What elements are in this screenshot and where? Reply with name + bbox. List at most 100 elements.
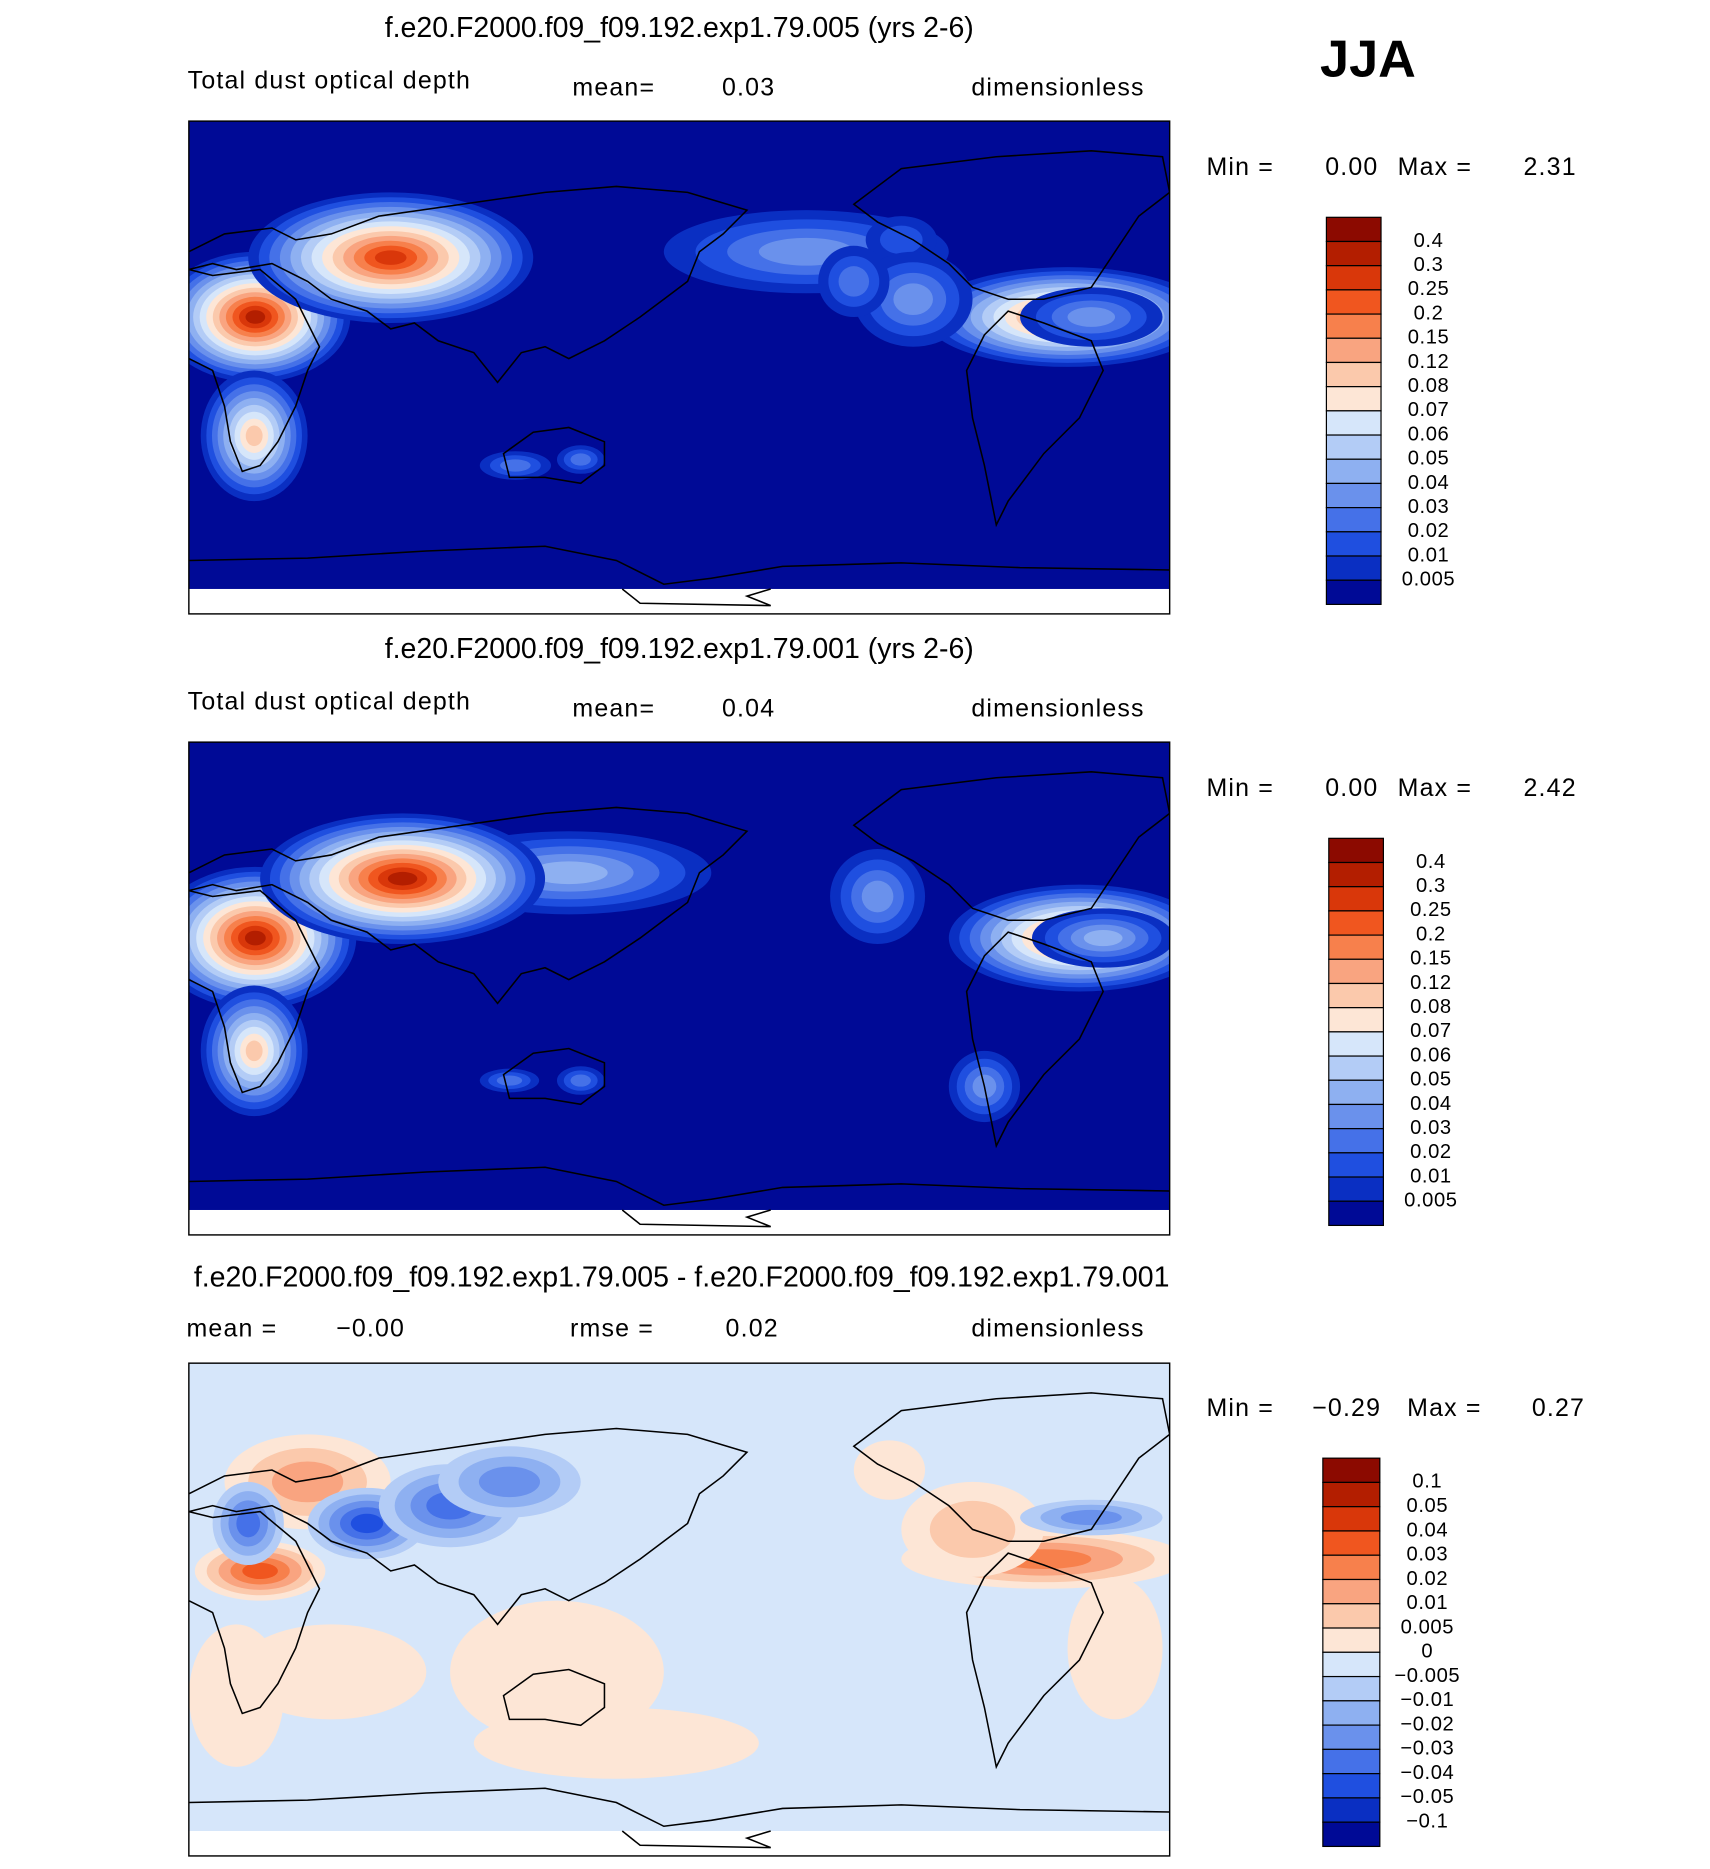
subtitle-units: dimensionless [971, 1314, 1144, 1342]
panel-title: f.e20.F2000.f09_f09.192.exp1.79.001 (yrs… [385, 633, 974, 665]
map [188, 121, 1170, 589]
colorbar-label: 0.08 [1410, 996, 1452, 1018]
map-frame [188, 741, 1171, 1236]
subtitle-mean: 0.04 [722, 695, 775, 723]
colorbar-box [1322, 1554, 1381, 1581]
field-contour [450, 1600, 664, 1744]
subtitle-units: dimensionless [971, 695, 1144, 723]
colorbar-box [1325, 482, 1382, 509]
coastline [965, 931, 1105, 1149]
colorbar-box [1325, 265, 1382, 291]
field-contour [496, 1075, 523, 1086]
colorbar-box [1322, 1675, 1381, 1702]
colorbar-label: −0.02 [1400, 1713, 1454, 1735]
panel-diff: f.e20.F2000.f09_f09.192.exp1.79.005 - f.… [186, 1261, 1585, 1857]
colorbar-label: 0.25 [1410, 899, 1452, 921]
colorbar-label: 0 [1421, 1641, 1433, 1663]
range-min: −0.29 [1312, 1394, 1381, 1422]
colorbar-label: 0.02 [1408, 520, 1450, 542]
range-max-label: Max = [1398, 153, 1473, 181]
colorbar-box [1328, 1128, 1384, 1154]
subtitle-rmse: 0.02 [726, 1314, 779, 1342]
coastline [188, 1166, 1170, 1207]
colorbar-box [1328, 886, 1384, 912]
colorbar-box [1325, 216, 1382, 243]
colorbar-box [1325, 386, 1382, 412]
coastline [188, 545, 1170, 586]
season-label: JJA [1320, 31, 1416, 89]
colorbar-box [1328, 958, 1384, 985]
antarctic-coast [621, 1830, 771, 1849]
colorbar-label: −0.1 [1406, 1810, 1448, 1832]
colorbar-box [1325, 313, 1382, 339]
field-contour [529, 861, 608, 885]
coastline [965, 1552, 1105, 1770]
colorbar-box [1325, 458, 1382, 485]
antarctic-coast [621, 588, 771, 607]
range-max-label: Max = [1398, 774, 1473, 802]
colorbar-label: 0.04 [1407, 1519, 1449, 1541]
field-contour [236, 1509, 261, 1538]
coastline [502, 426, 606, 485]
field-contour [242, 1562, 278, 1580]
field-contour [245, 310, 266, 324]
range-min: 0.00 [1325, 774, 1378, 802]
colorbar-box [1322, 1627, 1381, 1653]
colorbar-label: −0.03 [1400, 1738, 1454, 1760]
colorbar-label: 0.07 [1408, 399, 1450, 421]
coastline [188, 185, 749, 384]
colorbar-box [1328, 1031, 1384, 1057]
colorbar-box [1325, 555, 1382, 581]
colorbar-label: 0.01 [1408, 544, 1450, 566]
colorbar-box [1325, 579, 1382, 605]
field-contour [236, 1624, 427, 1720]
field-contour [245, 1040, 263, 1062]
colorbar-label: 0.07 [1410, 1020, 1452, 1042]
colorbar-label: 0.1 [1412, 1471, 1442, 1493]
field-contour [570, 1074, 591, 1087]
map [188, 1363, 1170, 1832]
range-min-label: Min = [1206, 153, 1274, 181]
panel-top: f.e20.F2000.f09_f09.192.exp1.79.005 (yrs… [188, 12, 1576, 615]
colorbar-box [1322, 1506, 1381, 1532]
colorbar-box [1325, 240, 1382, 267]
colorbar-label: 0.03 [1410, 1117, 1452, 1139]
colorbar-box [1322, 1481, 1381, 1508]
coastline [502, 1668, 606, 1727]
field-contour [570, 453, 591, 466]
colorbar-label: 0.12 [1408, 351, 1450, 373]
colorbar-box [1328, 1055, 1384, 1081]
range-min-label: Min = [1206, 1394, 1274, 1422]
range-max: 0.27 [1532, 1394, 1585, 1422]
field-contour [478, 1466, 540, 1498]
map-frame [188, 120, 1171, 615]
field-contour [473, 1707, 759, 1779]
colorbar-label: 0.25 [1408, 278, 1450, 300]
colorbar-label: 0.4 [1416, 851, 1446, 873]
colorbar-box [1322, 1603, 1381, 1629]
field-contour [893, 283, 933, 316]
colorbar-box [1328, 1103, 1384, 1130]
colorbar-label: 0.05 [1408, 448, 1450, 470]
colorbar-box [1325, 337, 1382, 364]
colorbar-box [1325, 434, 1382, 460]
field-contour [861, 880, 894, 913]
subtitle-mean: −0.00 [336, 1314, 405, 1342]
colorbar-label: −0.005 [1394, 1665, 1460, 1687]
subtitle-variable: Total dust optical depth [188, 688, 471, 716]
subtitle-variable: Total dust optical depth [188, 67, 471, 95]
panel-title: f.e20.F2000.f09_f09.192.exp1.79.005 - f.… [194, 1261, 1170, 1293]
panel-middle: f.e20.F2000.f09_f09.192.exp1.79.001 (yrs… [188, 633, 1576, 1236]
colorbar-label: 0.05 [1407, 1495, 1449, 1517]
colorbar-box [1325, 507, 1382, 533]
colorbar-box [1328, 837, 1384, 864]
colorbar-box [1328, 1176, 1384, 1202]
field-contour [188, 1624, 284, 1767]
colorbar-box [1322, 1651, 1381, 1678]
field-contour [1083, 929, 1123, 947]
panel-title: f.e20.F2000.f09_f09.192.exp1.79.005 (yrs… [385, 12, 974, 44]
colorbar-label: 0.4 [1414, 230, 1444, 252]
colorbar-label: 0.005 [1404, 1190, 1457, 1212]
colorbar-box [1322, 1530, 1381, 1556]
